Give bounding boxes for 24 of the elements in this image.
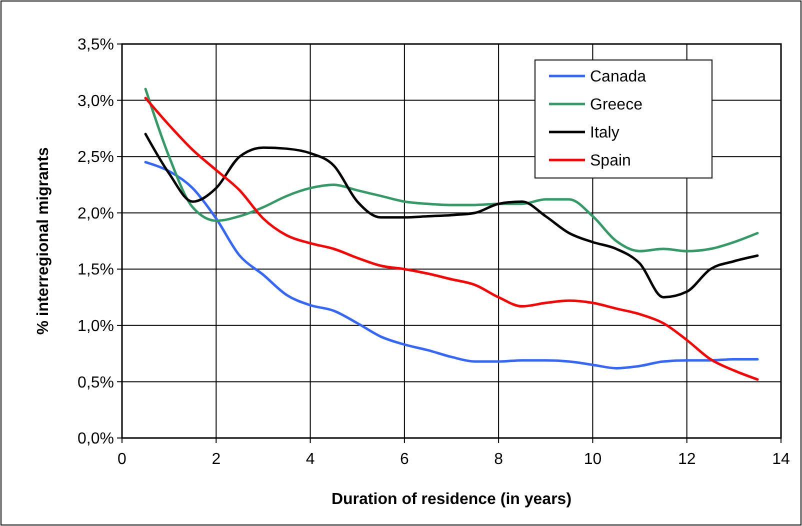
y-tick-label: 1,5% [78,262,114,279]
y-tick-label: 2,0% [78,205,114,222]
x-tick-label: 12 [678,451,696,468]
legend-label: Greece [590,96,643,114]
y-tick-label: 1,0% [78,318,114,336]
y-axis-title: % interregional migrants [35,147,52,335]
y-tick-label: 0,5% [78,374,114,392]
y-tick-label: 3,0% [78,92,114,110]
x-tick-label: 8 [494,451,504,468]
y-tick-label: 0,0% [78,430,114,448]
line-series [144,88,759,252]
x-tick-label: 4 [306,451,315,468]
x-axis-title: Duration of residence (in years) [331,491,572,508]
x-tick-label: 14 [772,451,790,468]
x-tick-label: 0 [118,451,127,468]
legend-label: Canada [590,68,646,86]
x-tick-label: 10 [584,451,602,468]
y-tick-label: 2,5% [78,149,114,166]
x-tick-label: 6 [400,451,409,468]
line-series [144,96,759,381]
y-tick-label: 3,5% [78,36,114,54]
legend-label: Italy [590,124,620,142]
legend-label: Spain [590,152,631,170]
x-tick-label: 2 [212,451,221,468]
